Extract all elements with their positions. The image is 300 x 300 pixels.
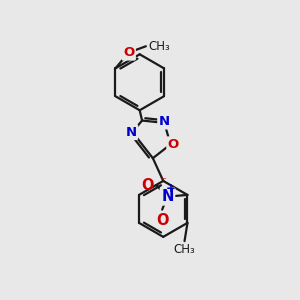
Text: +: + [166, 182, 175, 195]
Text: N: N [161, 189, 174, 204]
Text: CH₃: CH₃ [174, 244, 195, 256]
Text: O: O [156, 213, 168, 228]
Text: N: N [159, 115, 170, 128]
Text: CH₃: CH₃ [148, 40, 170, 53]
Text: O: O [168, 138, 179, 151]
Text: O: O [141, 178, 154, 193]
Text: ⁻: ⁻ [159, 175, 166, 188]
Text: O: O [123, 46, 134, 59]
Text: N: N [125, 125, 136, 139]
